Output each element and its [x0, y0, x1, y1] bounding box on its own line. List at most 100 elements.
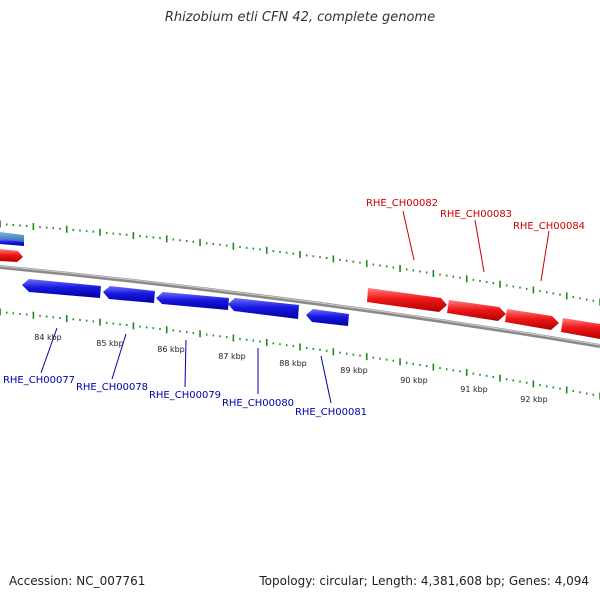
outer-major-tick — [465, 275, 468, 283]
scale-label-92: 92 kbp — [520, 395, 548, 404]
inner-minor-tick — [52, 316, 55, 319]
label-RHE_CH00084[interactable]: RHE_CH00084 — [513, 221, 585, 232]
scale-label-86: 86 kbp — [157, 345, 185, 354]
outer-minor-tick — [185, 239, 188, 242]
gene-RHE_CH00077[interactable] — [22, 279, 101, 298]
gene-RHE_CH00082[interactable] — [367, 288, 447, 312]
neighbor-gene-red[interactable] — [0, 249, 23, 262]
scale-label-87: 87 kbp — [218, 352, 246, 361]
leader-RHE_CH00078 — [111, 333, 127, 380]
inner-minor-tick — [119, 323, 121, 326]
inner-minor-tick — [425, 364, 428, 367]
outer-minor-tick — [145, 235, 148, 238]
inner-minor-tick — [285, 344, 288, 347]
outer-minor-tick — [105, 231, 108, 234]
gene-RHE_CH00085-partial[interactable] — [561, 318, 600, 339]
outer-major-tick — [32, 223, 35, 231]
scale-label-89: 89 kbp — [340, 366, 368, 375]
inner-minor-tick — [485, 374, 488, 377]
scale-label-88: 88 kbp — [279, 359, 307, 368]
outer-minor-tick — [525, 287, 528, 290]
label-RHE_CH00081[interactable]: RHE_CH00081 — [295, 407, 367, 418]
outer-major-tick — [165, 235, 168, 243]
inner-major-tick — [332, 348, 335, 356]
inner-minor-tick — [579, 391, 581, 394]
outer-minor-tick — [5, 223, 8, 226]
inner-minor-tick — [145, 326, 148, 329]
neighbor-gene-blue[interactable] — [0, 239, 24, 246]
leader-RHE_CH00083 — [474, 219, 485, 273]
inner-major-tick — [65, 315, 68, 323]
outer-minor-tick — [292, 252, 295, 255]
inner-major-tick — [165, 326, 168, 334]
inner-minor-tick — [405, 361, 408, 364]
label-RHE_CH00083[interactable]: RHE_CH00083 — [440, 209, 512, 220]
gene-RHE_CH00084[interactable] — [505, 309, 559, 330]
gene-RHE_CH00079[interactable] — [156, 292, 229, 310]
inner-minor-tick — [239, 337, 241, 340]
inner-minor-tick — [319, 348, 321, 351]
genome-backbone-highlight — [0, 265, 600, 346]
gene-RHE_CH00083[interactable] — [447, 300, 506, 321]
outer-minor-tick — [439, 273, 441, 276]
inner-minor-tick — [479, 373, 481, 376]
outer-minor-tick — [92, 230, 95, 233]
outer-minor-tick — [279, 250, 281, 253]
outer-minor-tick — [559, 293, 561, 296]
inner-minor-tick — [325, 349, 328, 352]
outer-minor-tick — [245, 246, 248, 249]
outer-major-tick — [432, 270, 435, 278]
inner-minor-tick — [112, 322, 115, 325]
gene-RHE_CH00080[interactable] — [228, 298, 299, 319]
outer-tick-row — [0, 220, 600, 306]
inner-major-tick — [365, 353, 368, 361]
outer-major-tick — [399, 264, 401, 272]
outer-minor-tick — [419, 270, 421, 273]
gene-RHE_CH00081[interactable] — [306, 309, 349, 326]
inner-minor-tick — [279, 343, 281, 346]
outer-minor-tick — [492, 282, 495, 285]
outer-minor-tick — [272, 250, 275, 253]
inner-minor-tick — [505, 378, 508, 381]
inner-minor-tick — [292, 345, 295, 348]
outer-major-tick — [0, 220, 1, 228]
inner-minor-tick — [519, 380, 521, 383]
inner-minor-tick — [512, 379, 515, 382]
outer-minor-tick — [212, 242, 215, 245]
outer-major-tick — [532, 286, 535, 294]
outer-minor-tick — [45, 226, 48, 229]
inner-major-tick — [532, 380, 535, 388]
label-RHE_CH00078[interactable]: RHE_CH00078 — [76, 382, 148, 393]
outer-minor-tick — [85, 230, 88, 233]
outer-minor-tick — [305, 254, 308, 257]
leader-RHE_CH00081 — [320, 355, 332, 404]
inner-minor-tick — [25, 313, 28, 316]
outer-major-tick — [499, 280, 501, 288]
outer-minor-tick — [152, 236, 155, 239]
inner-major-tick — [32, 311, 35, 319]
inner-minor-tick — [139, 325, 141, 328]
inner-minor-tick — [585, 392, 588, 395]
inner-minor-tick — [592, 393, 595, 396]
label-RHE_CH00077[interactable]: RHE_CH00077 — [3, 375, 75, 386]
outer-minor-tick — [339, 258, 341, 261]
outer-minor-tick — [445, 274, 448, 277]
label-RHE_CH00080[interactable]: RHE_CH00080 — [222, 398, 294, 409]
neighbor-gene-steel[interactable] — [0, 232, 24, 242]
inner-minor-tick — [385, 358, 388, 361]
outer-minor-tick — [512, 285, 515, 288]
inner-minor-tick — [392, 359, 395, 362]
outer-major-tick — [365, 260, 368, 268]
label-RHE_CH00079[interactable]: RHE_CH00079 — [149, 390, 221, 401]
inner-major-tick — [565, 386, 568, 394]
outer-minor-tick — [159, 237, 161, 240]
inner-minor-tick — [312, 347, 315, 350]
inner-minor-tick — [419, 363, 421, 366]
inner-minor-tick — [159, 327, 161, 330]
gene-RHE_CH00078[interactable] — [103, 286, 155, 303]
label-RHE_CH00082[interactable]: RHE_CH00082 — [366, 198, 438, 209]
outer-minor-tick — [225, 244, 228, 247]
inner-minor-tick — [192, 331, 195, 334]
inner-major-tick — [432, 363, 435, 371]
inner-major-tick — [399, 358, 401, 366]
